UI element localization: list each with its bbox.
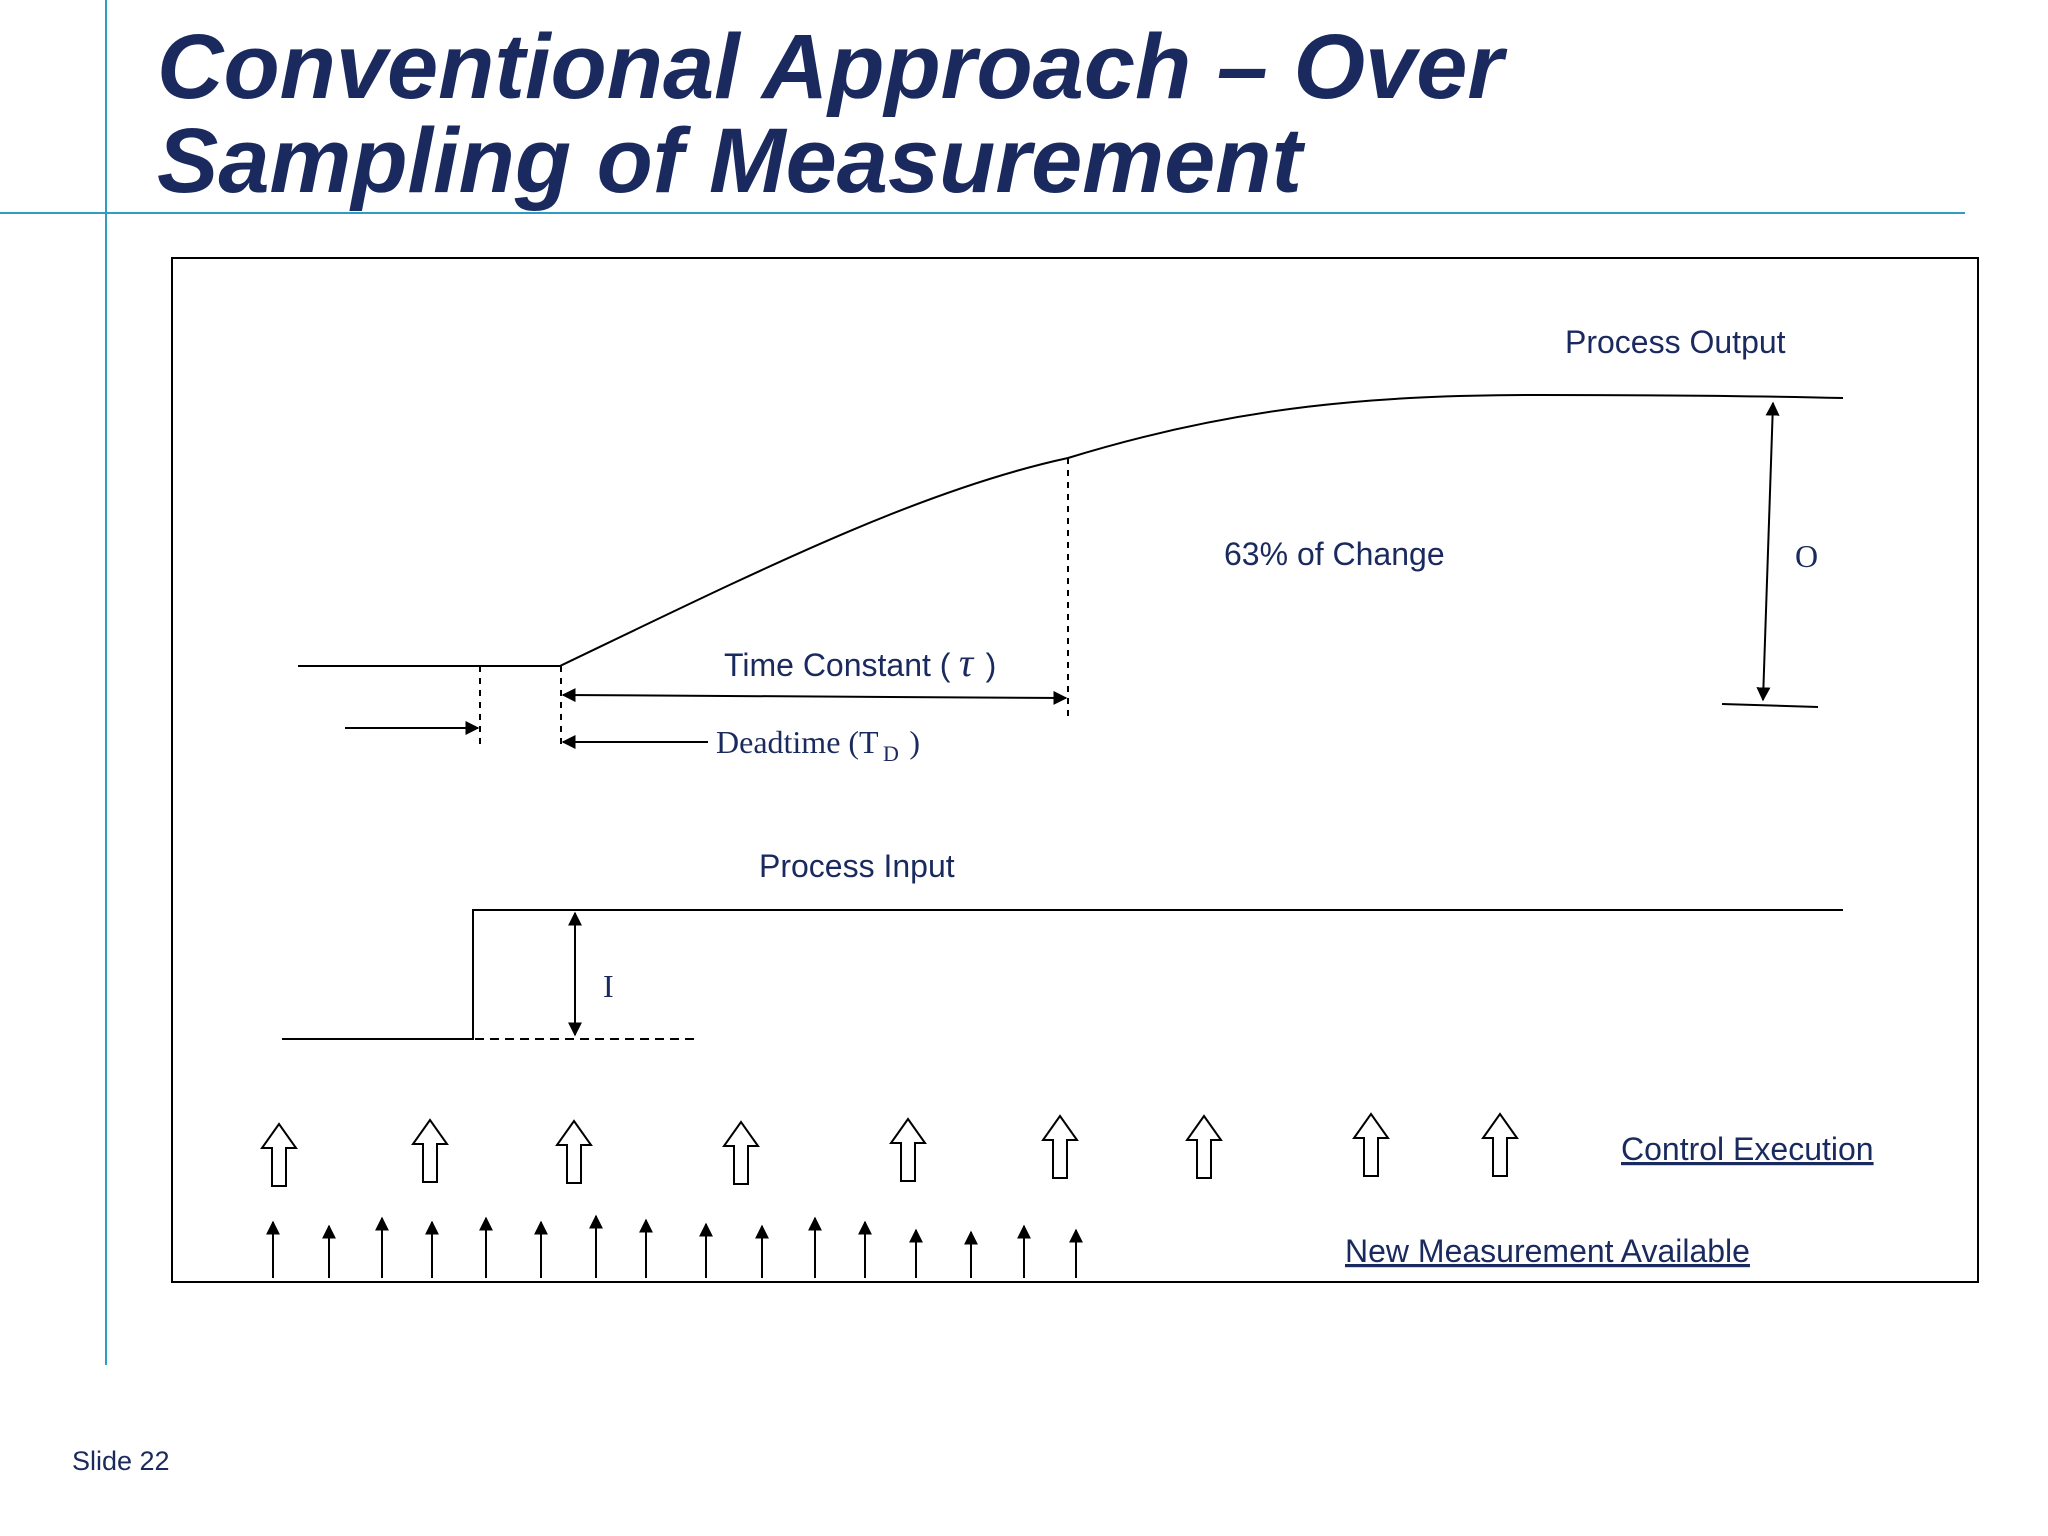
process-input-label: Process Input	[759, 848, 955, 884]
output-change-symbol: O	[1795, 538, 1818, 574]
process-input-step	[282, 909, 1843, 1040]
vertical-accent-line	[105, 0, 107, 1365]
tau-symbol: τ	[959, 640, 975, 685]
new-measurement-label: New Measurement Available	[1345, 1233, 1750, 1269]
control-execution-arrow	[1185, 1114, 1223, 1179]
control-execution-arrow	[1481, 1112, 1519, 1177]
slide-title-line-1: Conventional Approach – Over	[157, 16, 1504, 118]
slide-number: Slide 22	[72, 1446, 170, 1476]
deadtime-text: Deadtime (T	[716, 724, 879, 760]
process-output-label: Process Output	[1565, 324, 1786, 360]
time-constant-text: Time Constant (	[724, 647, 951, 683]
deadtime-close-paren: )	[909, 724, 920, 760]
slide-title-line-2: Sampling of Measurement	[157, 110, 1303, 212]
horizontal-accent-line	[0, 212, 1965, 214]
slide-title: Conventional Approach – Over Sampling of…	[157, 20, 1917, 208]
new-measurement-arrows	[266, 1214, 1083, 1278]
deadtime-label: Deadtime (T D )	[716, 724, 920, 766]
deadtime-subscript: D	[883, 741, 899, 766]
time-constant-close-paren: )	[986, 647, 997, 683]
time-constant-arrow	[561, 688, 1068, 705]
control-execution-arrow	[889, 1117, 927, 1182]
control-execution-arrow	[260, 1122, 298, 1187]
control-execution-arrows	[260, 1112, 1519, 1187]
control-execution-arrow	[555, 1119, 593, 1184]
change-percent-label: 63% of Change	[1224, 536, 1445, 572]
control-execution-arrow	[411, 1118, 449, 1183]
output-baseline-tick	[1721, 703, 1819, 708]
control-execution-arrow	[1041, 1114, 1079, 1179]
control-execution-arrow	[1352, 1112, 1390, 1177]
output-change-arrow	[1756, 401, 1780, 702]
diagram-frame	[171, 257, 1979, 1283]
time-constant-label: Time Constant ( τ )	[724, 640, 996, 685]
control-execution-label: Control Execution	[1621, 1131, 1874, 1167]
control-execution-arrow	[722, 1120, 760, 1185]
input-change-symbol: I	[603, 968, 614, 1004]
process-output-curve	[298, 393, 1844, 667]
